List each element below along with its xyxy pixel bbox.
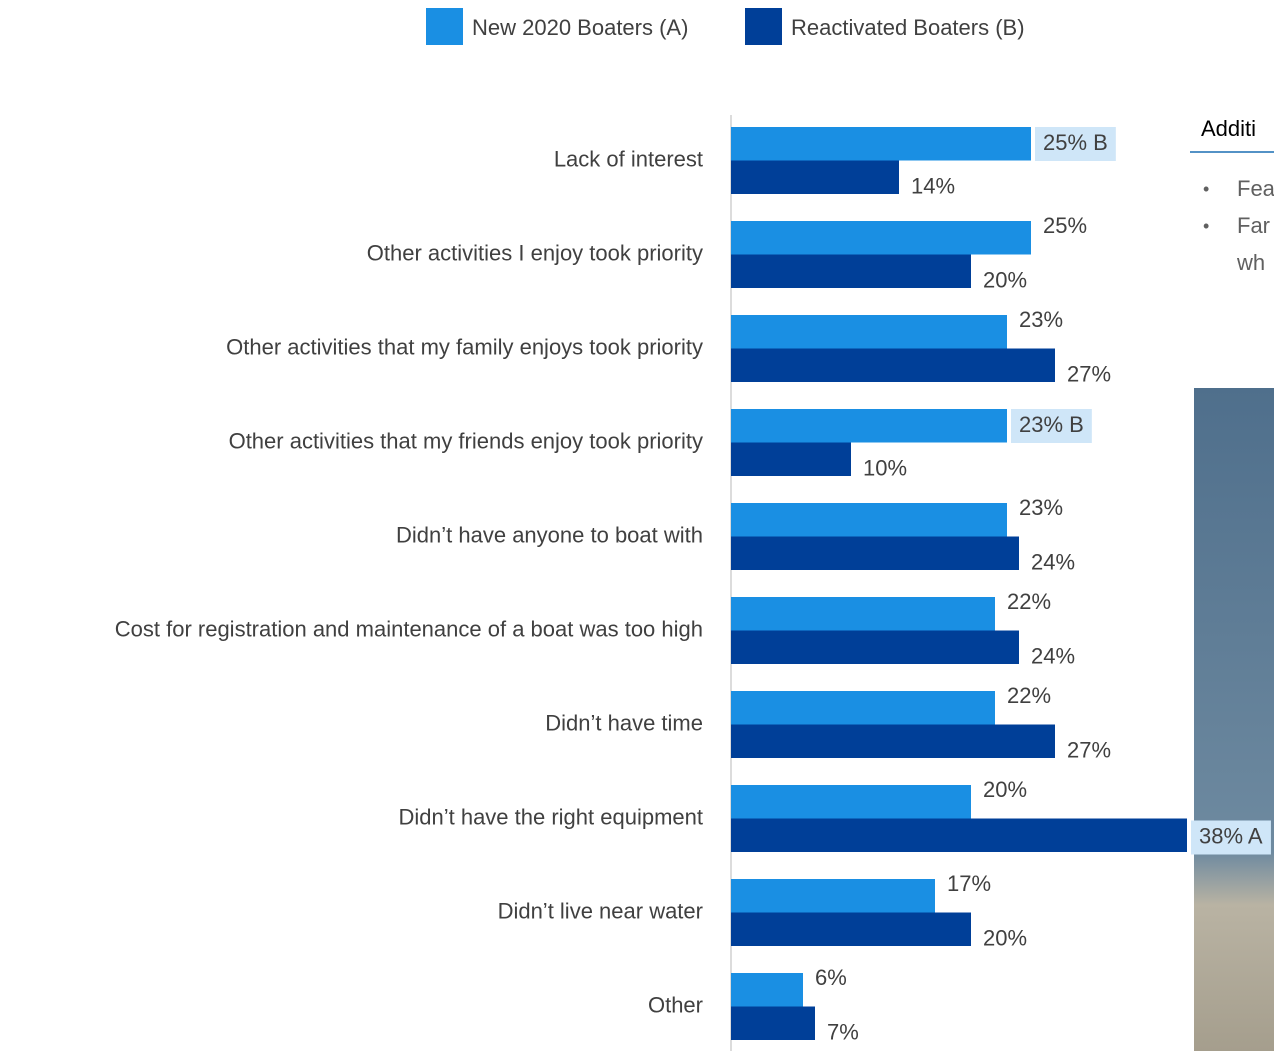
bar <box>731 785 971 819</box>
value-label: 24% <box>1031 643 1075 668</box>
photo <box>1194 388 1274 1051</box>
value-label: 6% <box>815 965 847 990</box>
bar <box>731 348 1055 382</box>
legend-swatch <box>426 8 463 45</box>
value-label: 25% <box>1043 213 1087 238</box>
bar <box>731 536 1019 570</box>
category-label: Lack of interest <box>554 146 703 171</box>
value-label: 27% <box>1067 361 1111 386</box>
category-label: Didn’t have anyone to boat with <box>396 522 703 547</box>
value-label: 20% <box>983 267 1027 292</box>
legend-swatch <box>745 8 782 45</box>
bar <box>731 973 803 1007</box>
legend-label: New 2020 Boaters (A) <box>472 15 688 40</box>
value-label: 14% <box>911 173 955 198</box>
category-label: Other activities that my friends enjoy t… <box>229 428 703 453</box>
category-label: Didn’t have time <box>545 710 703 735</box>
value-label: 38% A <box>1199 823 1263 848</box>
value-label: 7% <box>827 1019 859 1044</box>
bar <box>731 630 1019 664</box>
bar <box>731 160 899 194</box>
bar <box>731 1006 815 1040</box>
bar <box>731 691 995 725</box>
category-label: Other <box>648 992 703 1017</box>
value-label: 17% <box>947 871 991 896</box>
bar <box>731 597 995 631</box>
bar <box>731 315 1007 349</box>
value-label: 22% <box>1007 683 1051 708</box>
bullet-dot: • <box>1203 216 1209 236</box>
category-label: Other activities that my family enjoys t… <box>226 334 703 359</box>
value-label: 20% <box>983 777 1027 802</box>
label-highlight <box>1011 409 1092 443</box>
value-label: 23% B <box>1019 412 1084 437</box>
bar <box>731 818 1187 852</box>
value-label: 10% <box>863 455 907 480</box>
bar <box>731 409 1007 443</box>
bullet-dot: • <box>1203 179 1209 199</box>
bullet-text: Far <box>1237 213 1270 238</box>
value-label: 22% <box>1007 589 1051 614</box>
value-label: 25% B <box>1043 130 1108 155</box>
label-highlight <box>1035 127 1116 161</box>
bar <box>731 503 1007 537</box>
bar <box>731 254 971 288</box>
value-label: 23% <box>1019 307 1063 332</box>
value-label: 27% <box>1067 737 1111 762</box>
panel-title: Additi <box>1201 116 1256 141</box>
bar <box>731 221 1031 255</box>
bar <box>731 912 971 946</box>
category-label: Didn’t have the right equipment <box>398 804 703 829</box>
value-label: 20% <box>983 925 1027 950</box>
value-label: 24% <box>1031 549 1075 574</box>
category-label: Cost for registration and maintenance of… <box>115 616 703 641</box>
category-label: Other activities I enjoy took priority <box>367 240 703 265</box>
legend-label: Reactivated Boaters (B) <box>791 15 1025 40</box>
bullet-text: Fea <box>1237 176 1274 201</box>
category-label: Didn’t live near water <box>498 898 703 923</box>
bar <box>731 724 1055 758</box>
label-highlight <box>1191 820 1271 855</box>
bullet-text: wh <box>1236 250 1265 275</box>
value-label: 23% <box>1019 495 1063 520</box>
bar <box>731 442 851 476</box>
bar <box>731 879 935 913</box>
bar <box>731 127 1031 161</box>
